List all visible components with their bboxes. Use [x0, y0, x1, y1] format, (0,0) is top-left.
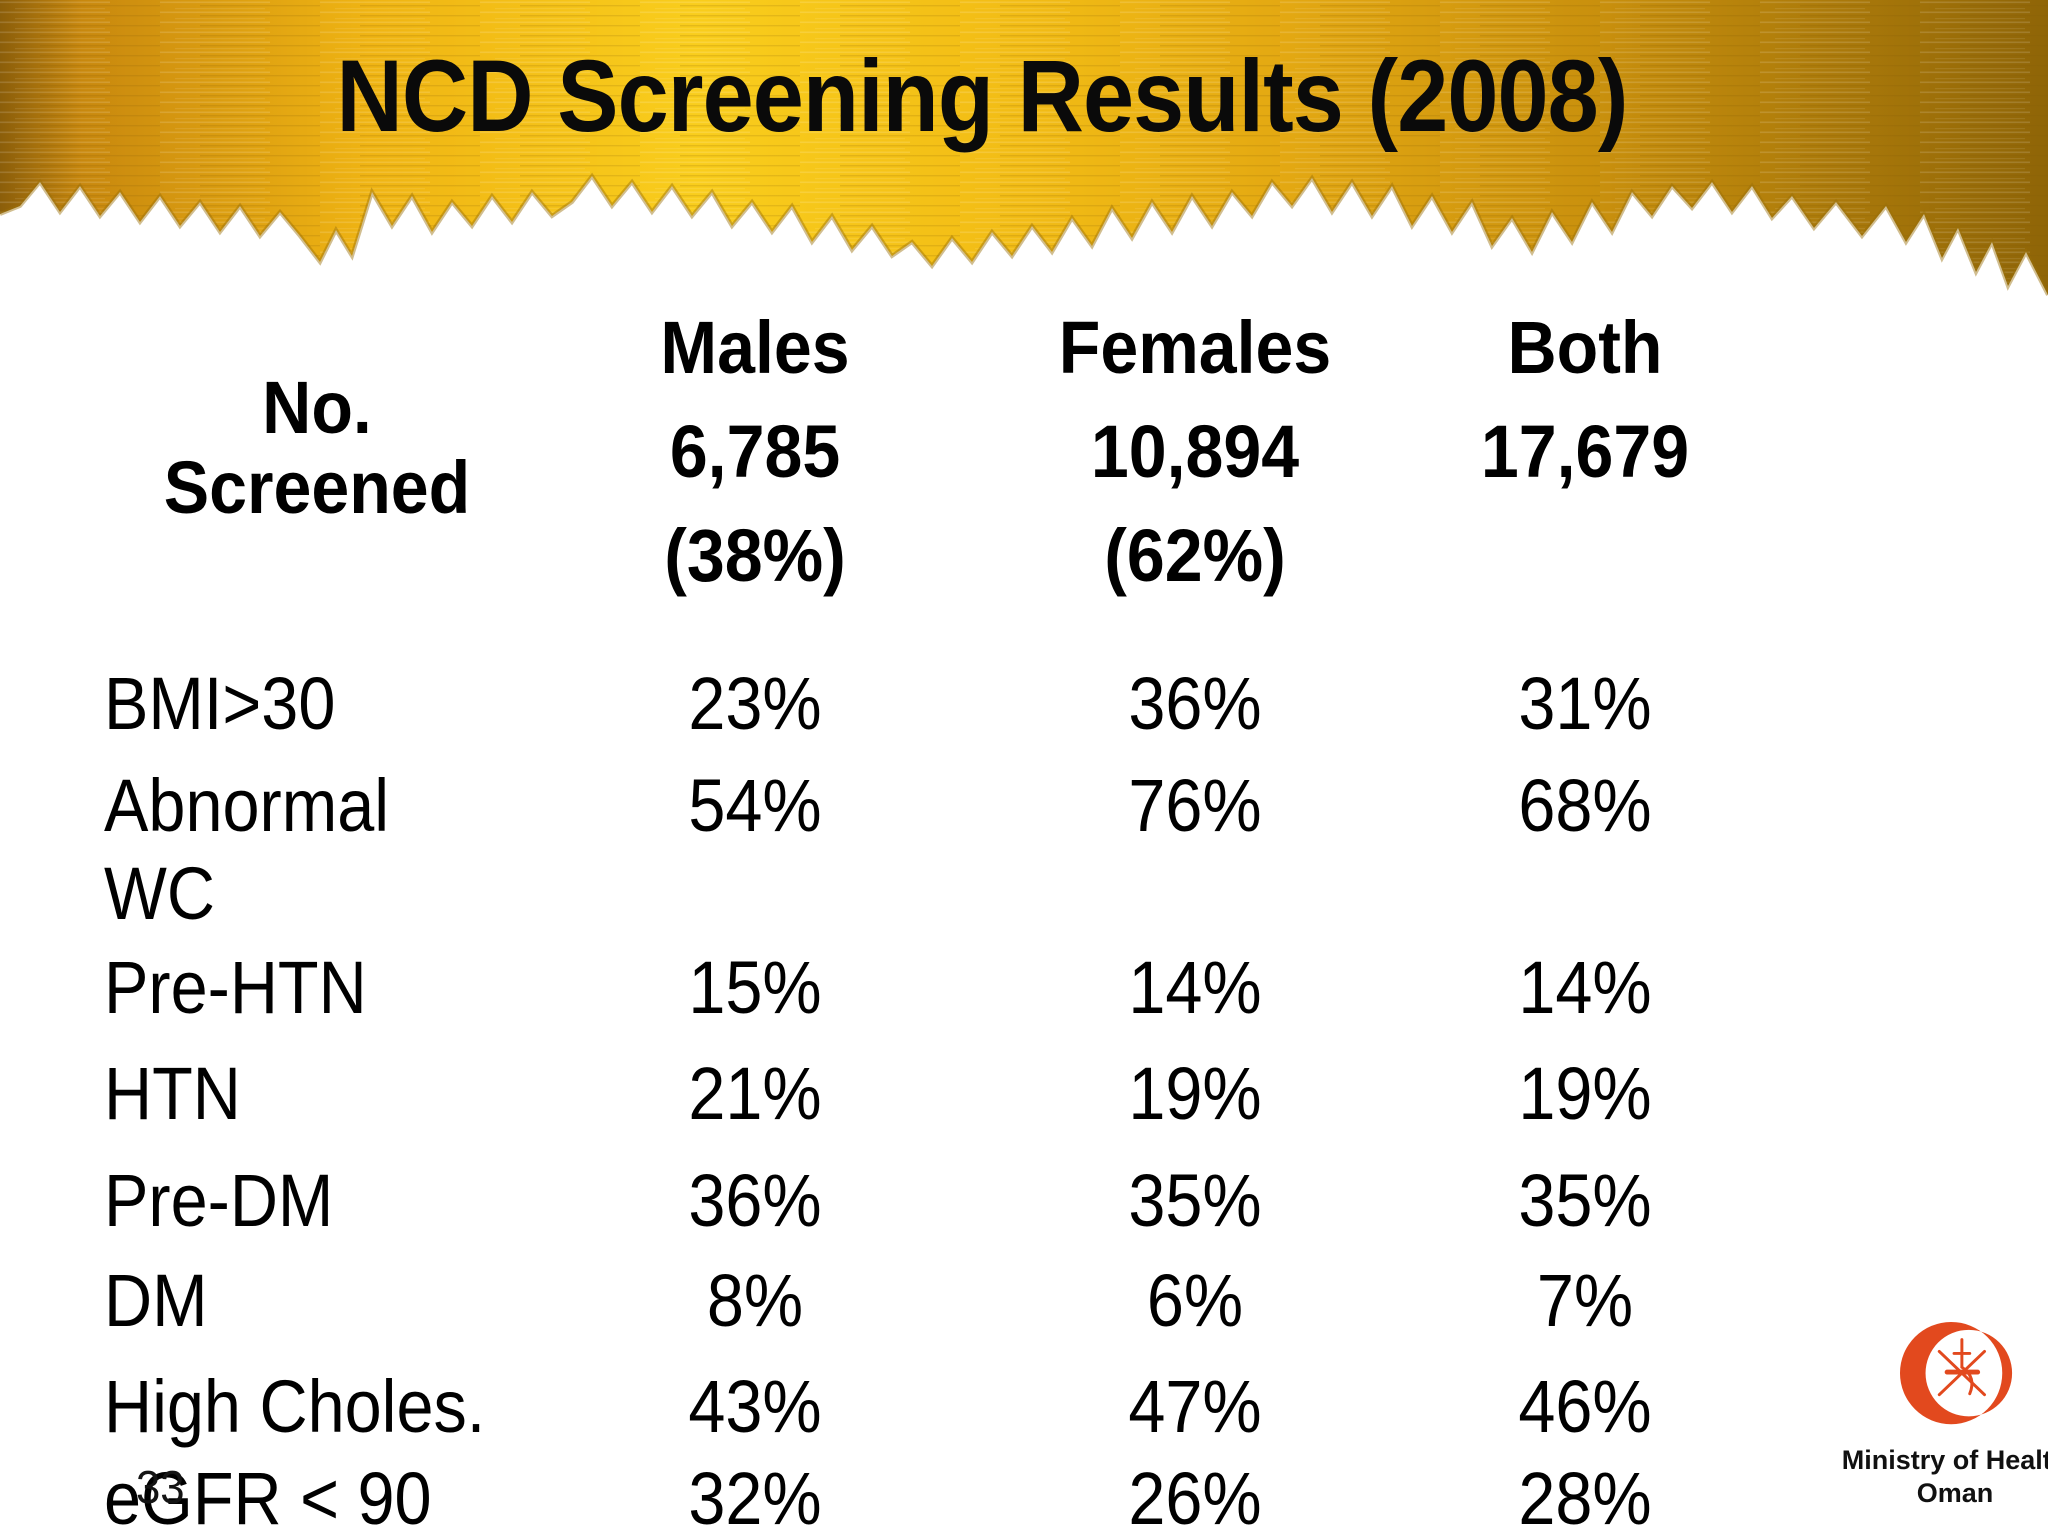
females-value: 26%	[1128, 1457, 1262, 1536]
males-value: 32%	[688, 1457, 822, 1536]
table-row: BMI>30 23% 36% 31%	[0, 660, 2048, 840]
males-value: 43%	[688, 1365, 822, 1448]
both-value: 35%	[1518, 1159, 1652, 1242]
females-value: 76%	[1128, 764, 1262, 847]
both-value: 46%	[1518, 1365, 1652, 1448]
moh-oman-logo: Ministry of Health Oman	[1812, 1316, 2048, 1510]
females-value: 19%	[1128, 1052, 1262, 1135]
column-header-females: Females 10,894 (62%)	[1011, 296, 1379, 608]
males-value: 15%	[688, 946, 822, 1029]
row-label: DM	[104, 1259, 208, 1342]
table-row: Abnormal WC 54% 76% 68%	[0, 762, 2048, 942]
logo-country-name: Oman	[1916, 1478, 1994, 1508]
table-row: High Choles. 43% 47% 46%	[0, 1363, 2048, 1536]
table-row: HTN 21% 19% 19%	[0, 1050, 2048, 1230]
row-label: eGFR < 90	[104, 1457, 432, 1536]
row-label: Pre-DM	[104, 1159, 334, 1242]
crescent-icon	[1899, 1321, 2013, 1425]
table-row: Pre-DM 36% 35% 35%	[0, 1157, 2048, 1337]
both-value: 31%	[1518, 662, 1652, 745]
logo-org-name: Ministry of Health	[1841, 1445, 2048, 1475]
column-count: 10,894	[1090, 410, 1300, 493]
gold-torn-banner	[0, 0, 2048, 296]
row-label: High Choles.	[104, 1365, 486, 1448]
column-share: (38%)	[664, 514, 846, 597]
row-label: HTN	[104, 1052, 241, 1135]
row-label: BMI>30	[104, 662, 336, 745]
column-count: 6,785	[669, 410, 841, 493]
males-value: 23%	[688, 662, 822, 745]
oman-national-emblem-icon	[1937, 1338, 1986, 1397]
column-label: Both	[1507, 306, 1663, 389]
slide-number: 33	[136, 1461, 185, 1513]
males-value: 21%	[688, 1052, 822, 1135]
both-value: 28%	[1518, 1457, 1652, 1536]
table-row: Pre-HTN 15% 14% 14%	[0, 944, 2048, 1124]
both-value: 68%	[1518, 764, 1652, 847]
column-count: 17,679	[1480, 410, 1690, 493]
males-value: 36%	[688, 1159, 822, 1242]
column-label: Males	[660, 306, 850, 389]
both-value: 19%	[1518, 1052, 1652, 1135]
column-header-both: Both 17,679	[1401, 296, 1769, 504]
both-value: 7%	[1536, 1259, 1634, 1342]
table-row: DM 8% 6% 7%	[0, 1257, 2048, 1437]
both-value: 14%	[1518, 946, 1652, 1029]
females-value: 14%	[1128, 946, 1262, 1029]
row-label: Pre-HTN	[104, 946, 367, 1029]
females-value: 35%	[1128, 1159, 1262, 1242]
column-header-males: Males 6,785 (38%)	[571, 296, 939, 608]
row-label: Abnormal WC	[104, 764, 390, 935]
females-value: 36%	[1128, 662, 1262, 745]
males-value: 8%	[706, 1259, 804, 1342]
males-value: 54%	[688, 764, 822, 847]
table-corner-header: No. Screened	[163, 366, 471, 529]
females-value: 47%	[1128, 1365, 1262, 1448]
column-share: (62%)	[1104, 514, 1286, 597]
page-title: NCD Screening Results (2008)	[336, 39, 1628, 153]
females-value: 6%	[1146, 1259, 1244, 1342]
column-label: Females	[1058, 306, 1332, 389]
table-row: eGFR < 90 32% 26% 28%	[0, 1455, 2048, 1536]
